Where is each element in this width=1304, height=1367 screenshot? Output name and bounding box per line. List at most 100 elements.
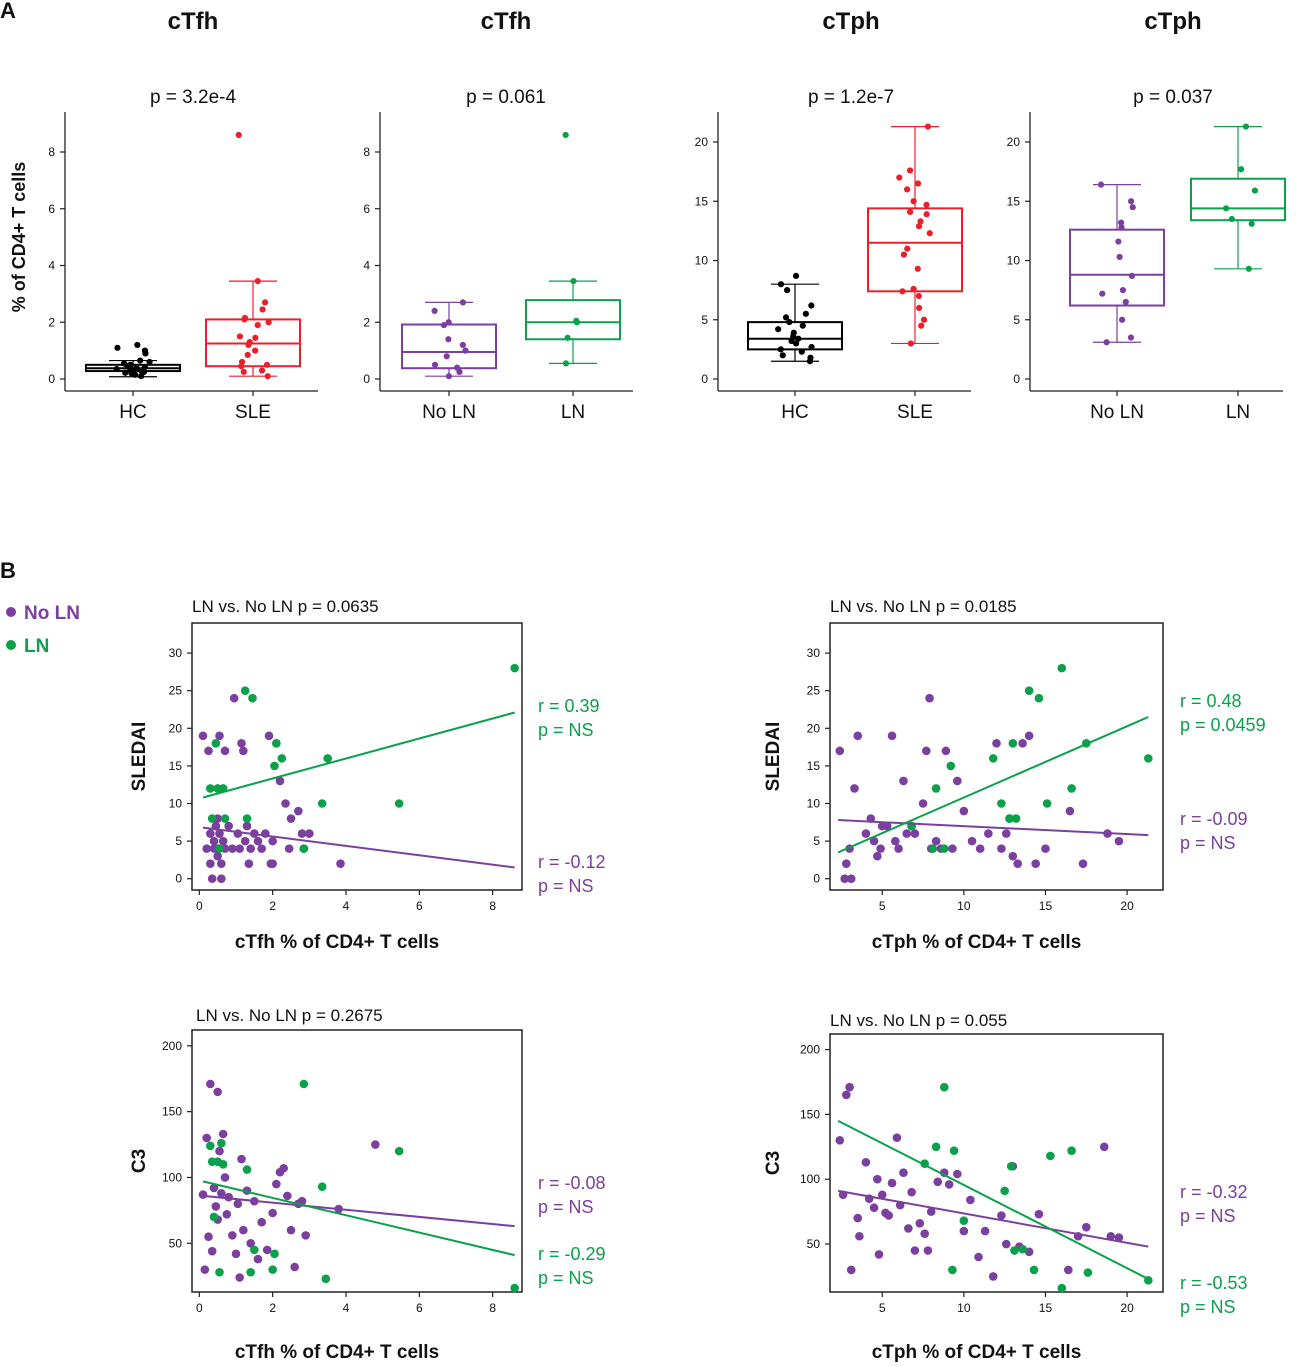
data-point — [317, 799, 327, 808]
data-point — [1245, 265, 1252, 272]
data-point — [874, 1250, 884, 1259]
x-tick-label: 0 — [196, 1301, 203, 1315]
data-point — [213, 1087, 222, 1097]
data-point — [215, 1146, 224, 1156]
data-point — [246, 339, 253, 346]
x-tick-label: 5 — [879, 899, 886, 913]
data-point — [239, 746, 248, 756]
data-point — [242, 814, 252, 823]
x-tick-label: 20 — [1120, 899, 1134, 913]
y-tick-label: 4 — [363, 259, 370, 273]
data-point — [899, 776, 908, 786]
data-point — [220, 746, 230, 756]
fit-line-no-ln — [838, 819, 1149, 837]
data-point — [1242, 123, 1250, 130]
data-point — [904, 1224, 913, 1233]
scatter-chart-3: LN vs. No LN p = 0.2675 0 2 4 6 8 50 100 150 200 c… — [129, 1006, 606, 1363]
data-point — [1005, 814, 1014, 823]
data-point — [974, 1252, 983, 1262]
data-point — [1118, 224, 1125, 231]
data-point — [281, 799, 290, 808]
x-tick-label: 8 — [489, 1301, 496, 1315]
x-tick-label: 10 — [957, 899, 971, 913]
y-tick-label: 0 — [813, 872, 820, 886]
series-no-ln — [198, 693, 345, 884]
data-point — [869, 836, 879, 846]
y-axis-label: C3 — [763, 1151, 784, 1175]
data-point — [1001, 829, 1011, 838]
data-point — [1118, 316, 1126, 323]
data-point — [846, 1265, 856, 1275]
data-point — [845, 1082, 854, 1092]
data-point — [207, 814, 217, 823]
data-point — [1248, 220, 1255, 227]
data-point — [206, 859, 215, 868]
data-point — [270, 1249, 279, 1259]
data-point — [1115, 238, 1122, 245]
data-point — [459, 299, 467, 306]
data-point — [1018, 1244, 1027, 1254]
data-point — [1097, 181, 1105, 188]
data-point — [238, 358, 246, 366]
data-point — [1238, 166, 1245, 173]
data-point — [268, 1265, 277, 1274]
data-point — [1011, 814, 1021, 823]
data-point — [997, 1211, 1006, 1220]
box-chart-2: cTfh p = 0.061 0 2 4 6 8 No LN LN — [363, 8, 633, 423]
x-tick-label: 4 — [343, 899, 350, 913]
data-point — [242, 821, 252, 831]
y-tick-label: 5 — [1013, 313, 1020, 327]
data-point — [264, 731, 274, 741]
box-group-ln: LN — [1190, 123, 1286, 423]
x-category-label: SLE — [235, 402, 271, 423]
x-tick-label: 6 — [416, 899, 423, 913]
data-point — [846, 874, 856, 884]
data-point — [948, 1265, 957, 1275]
data-point — [252, 347, 259, 354]
data-point — [217, 859, 226, 868]
data-point — [840, 874, 849, 884]
data-point — [564, 334, 571, 341]
y-tick-label: 2 — [48, 315, 55, 329]
data-point — [202, 844, 211, 853]
data-point — [1008, 851, 1018, 861]
data-point — [235, 131, 242, 139]
data-point — [431, 361, 439, 368]
data-point — [910, 1246, 920, 1255]
data-point — [1081, 1222, 1091, 1232]
data-point — [944, 1180, 954, 1189]
y-tick-label: 50 — [807, 1237, 821, 1251]
data-point — [209, 1212, 219, 1222]
data-point — [1129, 204, 1136, 211]
data-point — [939, 1082, 949, 1092]
box-chart-pvalue: p = 3.2e-4 — [150, 87, 237, 108]
data-point — [1144, 754, 1153, 763]
data-point — [777, 281, 785, 288]
data-point — [1099, 290, 1106, 297]
box-group-hc: HC — [747, 272, 843, 423]
data-point — [835, 746, 845, 756]
x-category-label: LN — [1226, 402, 1250, 423]
data-point — [948, 844, 957, 853]
data-point — [1128, 272, 1136, 280]
data-point — [215, 731, 224, 741]
x-tick-label: 20 — [1120, 1301, 1134, 1315]
data-point — [113, 365, 120, 373]
scatter-title: LN vs. No LN p = 0.0635 — [192, 597, 379, 616]
series-no-ln — [835, 1082, 1124, 1281]
data-point — [231, 1249, 241, 1259]
data-point — [784, 287, 791, 294]
data-point — [1024, 686, 1034, 695]
y-tick-label: 20 — [169, 721, 183, 735]
data-point — [1013, 859, 1023, 868]
data-point — [202, 1133, 211, 1143]
data-point — [808, 343, 815, 351]
data-point — [1119, 287, 1127, 294]
data-point — [562, 360, 570, 367]
y-tick-label: 25 — [807, 684, 821, 698]
x-tick-label: 8 — [489, 899, 496, 913]
data-point — [1103, 339, 1110, 346]
data-point — [394, 1146, 404, 1156]
data-point — [268, 859, 277, 868]
data-point — [1078, 859, 1088, 868]
